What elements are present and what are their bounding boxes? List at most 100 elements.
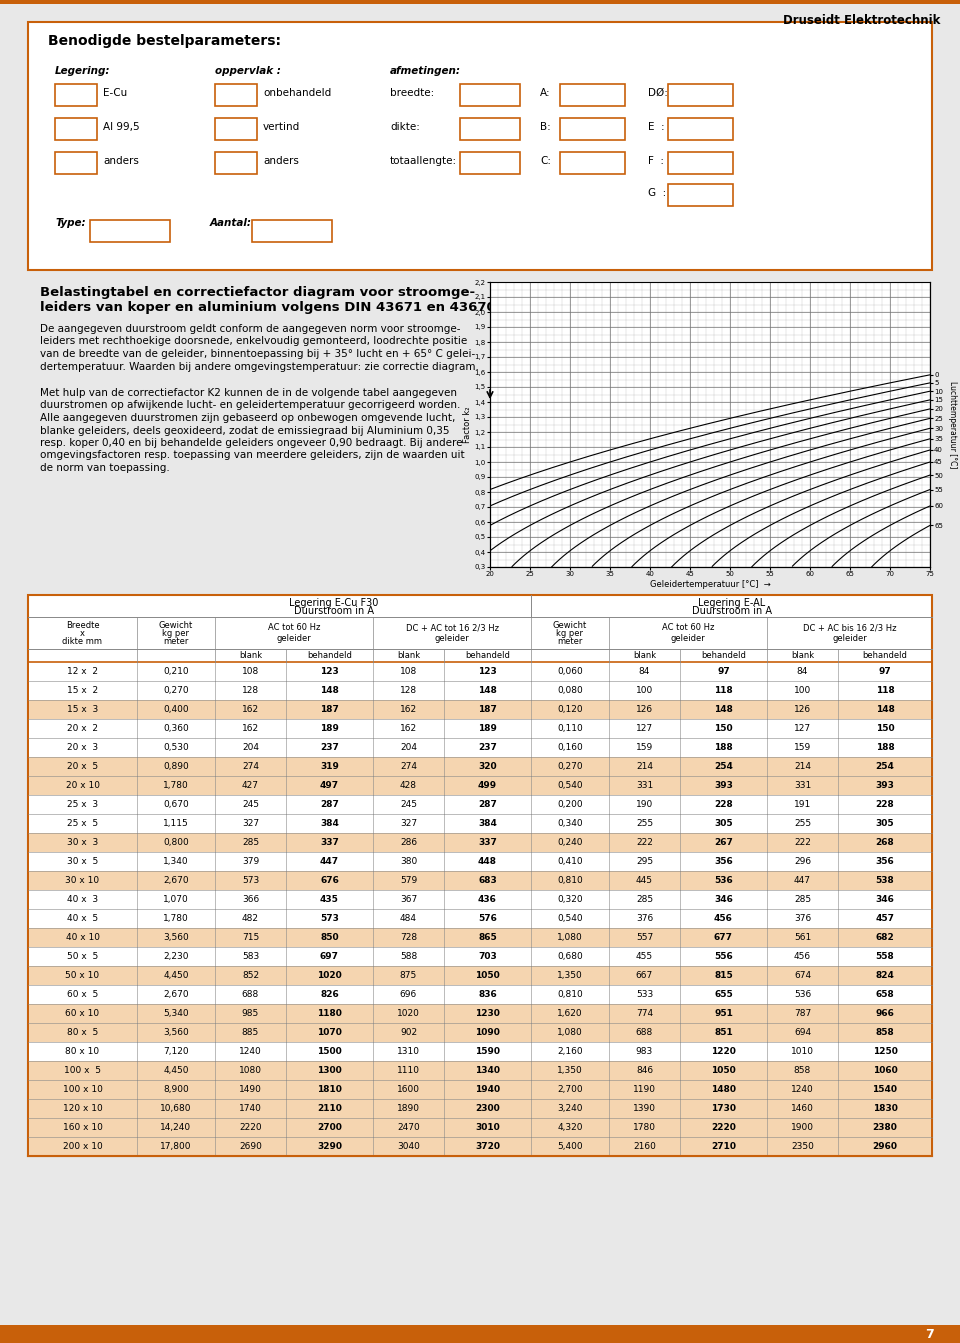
Text: 126: 126 xyxy=(794,705,811,714)
Bar xyxy=(560,85,625,106)
Text: 2470: 2470 xyxy=(397,1123,420,1132)
Text: 576: 576 xyxy=(478,915,497,923)
Text: resp. koper 0,40 en bij behandelde geleiders ongeveer 0,90 bedraagt. Bij andere: resp. koper 0,40 en bij behandelde gelei… xyxy=(40,438,463,449)
Text: 0,200: 0,200 xyxy=(557,800,583,808)
Text: 1310: 1310 xyxy=(397,1048,420,1056)
Text: 285: 285 xyxy=(242,838,259,847)
Text: 2350: 2350 xyxy=(791,1142,814,1151)
Text: 1480: 1480 xyxy=(711,1085,736,1095)
Text: 2380: 2380 xyxy=(873,1123,898,1132)
Text: 191: 191 xyxy=(794,800,811,808)
Text: 682: 682 xyxy=(876,933,895,941)
Text: 1070: 1070 xyxy=(317,1027,342,1037)
Bar xyxy=(29,739,931,757)
Text: 579: 579 xyxy=(400,876,418,885)
Bar xyxy=(29,1042,931,1061)
Bar xyxy=(560,118,625,140)
Bar xyxy=(29,1080,931,1099)
Text: 228: 228 xyxy=(876,800,895,808)
Text: 826: 826 xyxy=(320,990,339,999)
Text: 715: 715 xyxy=(242,933,259,941)
Text: 2,160: 2,160 xyxy=(557,1048,583,1056)
Text: blank: blank xyxy=(791,651,814,659)
Text: 366: 366 xyxy=(242,894,259,904)
Text: 17,800: 17,800 xyxy=(160,1142,192,1151)
Text: 850: 850 xyxy=(321,933,339,941)
Text: 214: 214 xyxy=(636,761,653,771)
Y-axis label: Luchttemperatuur [°C]: Luchttemperatuur [°C] xyxy=(948,381,957,469)
Text: 60 x 10: 60 x 10 xyxy=(65,1009,100,1018)
Text: behandeld: behandeld xyxy=(465,651,510,659)
Text: 728: 728 xyxy=(400,933,417,941)
Text: 189: 189 xyxy=(320,724,339,733)
Text: 127: 127 xyxy=(794,724,811,733)
Text: 0,060: 0,060 xyxy=(557,667,583,676)
Text: 274: 274 xyxy=(400,761,417,771)
Text: 787: 787 xyxy=(794,1009,811,1018)
Text: 573: 573 xyxy=(320,915,339,923)
Text: 858: 858 xyxy=(876,1027,895,1037)
Text: meter: meter xyxy=(163,637,189,646)
Text: 100: 100 xyxy=(794,686,811,694)
Text: 30 x  5: 30 x 5 xyxy=(67,857,98,866)
Text: 346: 346 xyxy=(876,894,895,904)
Text: 0,110: 0,110 xyxy=(557,724,583,733)
Text: 2960: 2960 xyxy=(873,1142,898,1151)
Text: Type:: Type: xyxy=(55,218,85,228)
Bar xyxy=(29,966,931,984)
Text: 1500: 1500 xyxy=(317,1048,342,1056)
Text: 447: 447 xyxy=(794,876,811,885)
Text: 346: 346 xyxy=(714,894,732,904)
Bar xyxy=(252,220,332,242)
Text: 159: 159 xyxy=(636,743,653,752)
Text: 0,540: 0,540 xyxy=(557,915,583,923)
Text: 267: 267 xyxy=(714,838,732,847)
Text: 697: 697 xyxy=(320,952,339,962)
Text: 1,080: 1,080 xyxy=(557,933,583,941)
Text: 1,340: 1,340 xyxy=(163,857,189,866)
Text: 204: 204 xyxy=(242,743,259,752)
Text: 1,115: 1,115 xyxy=(163,819,189,829)
Text: 436: 436 xyxy=(478,894,497,904)
Text: 123: 123 xyxy=(478,667,497,676)
Text: Legering E-AL: Legering E-AL xyxy=(698,599,765,608)
Text: 1780: 1780 xyxy=(633,1123,656,1132)
Text: 159: 159 xyxy=(794,743,811,752)
Text: 983: 983 xyxy=(636,1048,653,1056)
Text: 100 x  5: 100 x 5 xyxy=(64,1066,101,1074)
Text: 865: 865 xyxy=(478,933,497,941)
Text: 1020: 1020 xyxy=(317,971,342,980)
Bar xyxy=(28,21,932,270)
Text: 499: 499 xyxy=(478,782,497,790)
Text: 2220: 2220 xyxy=(711,1123,736,1132)
Text: 255: 255 xyxy=(636,819,653,829)
Text: 237: 237 xyxy=(478,743,497,752)
Text: 0,360: 0,360 xyxy=(163,724,189,733)
Text: 536: 536 xyxy=(794,990,811,999)
Text: blanke geleiders, deels geoxideerd, zodat de emissiegraad bij Aluminium 0,35: blanke geleiders, deels geoxideerd, zoda… xyxy=(40,426,449,435)
Text: 287: 287 xyxy=(478,800,497,808)
Text: leiders met rechthoekige doorsnede, enkelvoudig gemonteerd, loodrechte positie: leiders met rechthoekige doorsnede, enke… xyxy=(40,337,468,346)
Text: Legering:: Legering: xyxy=(55,66,110,77)
Text: 84: 84 xyxy=(797,667,808,676)
Text: 254: 254 xyxy=(714,761,732,771)
Text: 285: 285 xyxy=(794,894,811,904)
Text: 774: 774 xyxy=(636,1009,653,1018)
Text: 305: 305 xyxy=(714,819,732,829)
Bar xyxy=(55,118,97,140)
Text: 20 x  5: 20 x 5 xyxy=(67,761,98,771)
Bar xyxy=(560,152,625,175)
Bar xyxy=(29,681,931,700)
Text: 50 x 10: 50 x 10 xyxy=(65,971,100,980)
Text: 427: 427 xyxy=(242,782,259,790)
Text: 0,810: 0,810 xyxy=(557,876,583,885)
Text: 80 x  5: 80 x 5 xyxy=(67,1027,98,1037)
Text: kg per: kg per xyxy=(162,629,189,638)
Text: 1250: 1250 xyxy=(873,1048,898,1056)
Text: 1600: 1600 xyxy=(397,1085,420,1095)
Text: 254: 254 xyxy=(876,761,895,771)
Text: 1240: 1240 xyxy=(239,1048,262,1056)
Text: 0,240: 0,240 xyxy=(557,838,583,847)
Text: behandeld: behandeld xyxy=(307,651,352,659)
Text: 160 x 10: 160 x 10 xyxy=(62,1123,103,1132)
